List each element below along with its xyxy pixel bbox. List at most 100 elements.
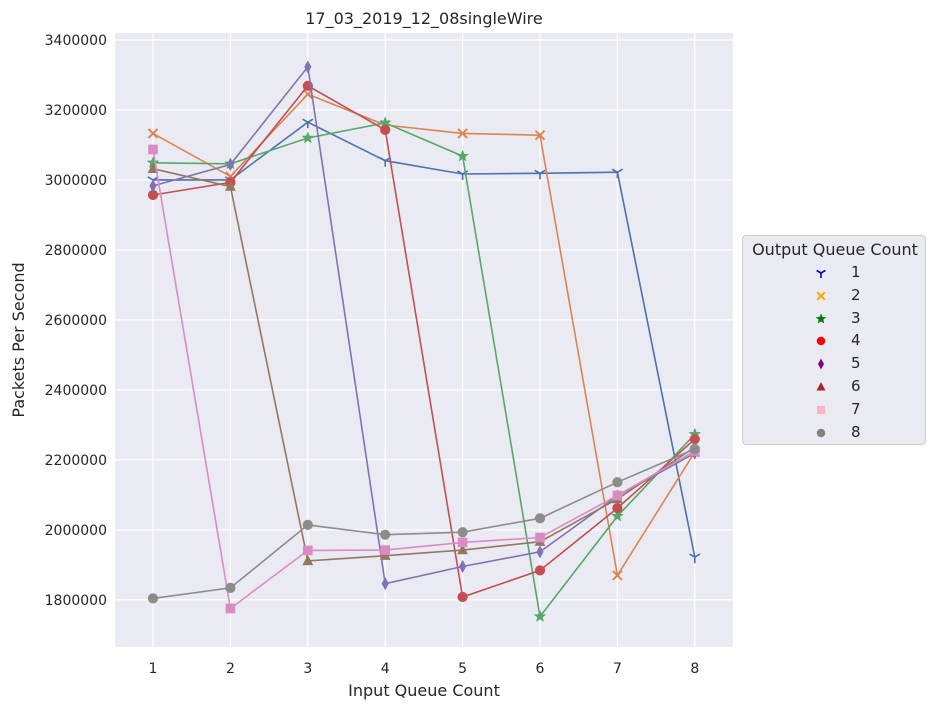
- y-tick-label: 2400000: [45, 383, 107, 399]
- data-point: [302, 118, 314, 129]
- series-line: [152, 84, 696, 599]
- y-tick-label: 3400000: [45, 33, 107, 49]
- grid: [115, 33, 733, 647]
- y-tick-label: 3200000: [45, 103, 107, 119]
- y-tick-label: 1800000: [45, 593, 107, 609]
- legend-label: 8: [851, 422, 861, 441]
- data-point: [689, 553, 701, 564]
- data-point: [381, 577, 389, 591]
- data-point: [457, 537, 468, 548]
- series-7: [148, 144, 700, 614]
- data-point: [147, 593, 159, 604]
- data-point: [149, 179, 157, 193]
- data-point: [533, 609, 547, 622]
- legend-label: 1: [851, 263, 861, 281]
- data-point: [225, 180, 236, 191]
- x-tick-label: 1: [149, 661, 158, 677]
- legend-label: 2: [851, 285, 861, 304]
- data-point: [148, 144, 158, 155]
- legend-item: 1: [743, 262, 927, 284]
- legend-marker: [818, 358, 824, 370]
- x-tick-label: 7: [613, 661, 622, 677]
- data-point: [147, 189, 159, 201]
- plot-area: [115, 33, 733, 647]
- legend-marker: [816, 337, 826, 346]
- legend-title: Output Queue Count: [752, 240, 918, 259]
- data-point: [535, 532, 545, 543]
- series-line: [152, 149, 696, 610]
- legend: Output Queue Count 1 2 3 4 5 6 7 8: [742, 235, 926, 445]
- legend-item: 4: [743, 330, 927, 352]
- legend-item: 7: [743, 399, 927, 421]
- data-point: [303, 545, 313, 556]
- y-tick-label: 3000000: [45, 173, 107, 189]
- y-axis-label: Packets Per Second: [9, 262, 28, 417]
- data-point: [226, 157, 234, 172]
- data-point: [380, 545, 390, 555]
- legend-marker: [816, 428, 826, 437]
- data-point: [147, 128, 159, 139]
- legend-label: 6: [851, 377, 861, 395]
- data-point: [302, 554, 314, 566]
- y-tick-label: 2600000: [45, 313, 107, 329]
- legend-marker: [816, 269, 826, 278]
- series-line: [152, 167, 696, 562]
- series-lines: [146, 60, 702, 622]
- data-point: [225, 582, 236, 593]
- data-point: [611, 168, 624, 179]
- data-point: [689, 443, 700, 455]
- data-point: [612, 477, 623, 488]
- series-line: [152, 122, 696, 619]
- legend-item: 6: [743, 376, 927, 398]
- data-point: [612, 490, 623, 501]
- x-axis-label: Input Queue Count: [348, 681, 500, 700]
- data-point: [457, 591, 468, 603]
- x-tick-label: 8: [690, 661, 699, 677]
- x-tick-label: 6: [536, 661, 545, 677]
- x-tick-label: 3: [303, 661, 312, 677]
- legend-label: 4: [851, 331, 861, 350]
- data-point: [456, 149, 469, 162]
- data-point: [534, 513, 546, 524]
- chart-title: 17_03_2019_12_08singleWire: [305, 9, 543, 29]
- data-point: [689, 434, 700, 445]
- x-tick-label: 2: [226, 661, 235, 677]
- data-point: [457, 527, 468, 538]
- legend-label: 7: [851, 399, 861, 418]
- data-point: [302, 519, 313, 530]
- data-point: [225, 603, 236, 614]
- legend-item: 2: [743, 285, 927, 307]
- data-point: [612, 570, 623, 581]
- legend-marker: [815, 312, 827, 324]
- data-point: [304, 60, 312, 74]
- y-tick-label: 2200000: [45, 453, 107, 469]
- x-tick-label: 5: [458, 661, 467, 677]
- legend-marker: [816, 382, 826, 391]
- data-point: [536, 545, 544, 559]
- legend-item: 5: [743, 353, 927, 375]
- data-point: [612, 503, 623, 514]
- legend-label: 5: [851, 354, 861, 373]
- data-point: [534, 129, 546, 141]
- series-8: [147, 443, 700, 604]
- data-point: [534, 565, 546, 576]
- data-point: [457, 544, 468, 555]
- series-line: [153, 121, 696, 558]
- legend-item: 3: [743, 308, 927, 330]
- data-point: [301, 131, 315, 144]
- y-tick-label: 2000000: [45, 523, 107, 539]
- legend-item: 8: [743, 422, 927, 444]
- x-axis-ticks: 1 2 3 4 5 6 7 8: [149, 661, 700, 677]
- legend-marker: [816, 291, 826, 301]
- y-axis-ticks: 1800000 2000000 2200000 2400000 2600000 28000…: [45, 33, 107, 609]
- y-tick-label: 2800000: [45, 243, 107, 259]
- data-point: [380, 529, 391, 540]
- x-tick-label: 4: [381, 661, 390, 677]
- legend-marker: [817, 405, 825, 414]
- data-point: [380, 124, 391, 136]
- legend-label: 3: [851, 308, 861, 327]
- data-point: [459, 559, 467, 574]
- data-point: [534, 169, 546, 180]
